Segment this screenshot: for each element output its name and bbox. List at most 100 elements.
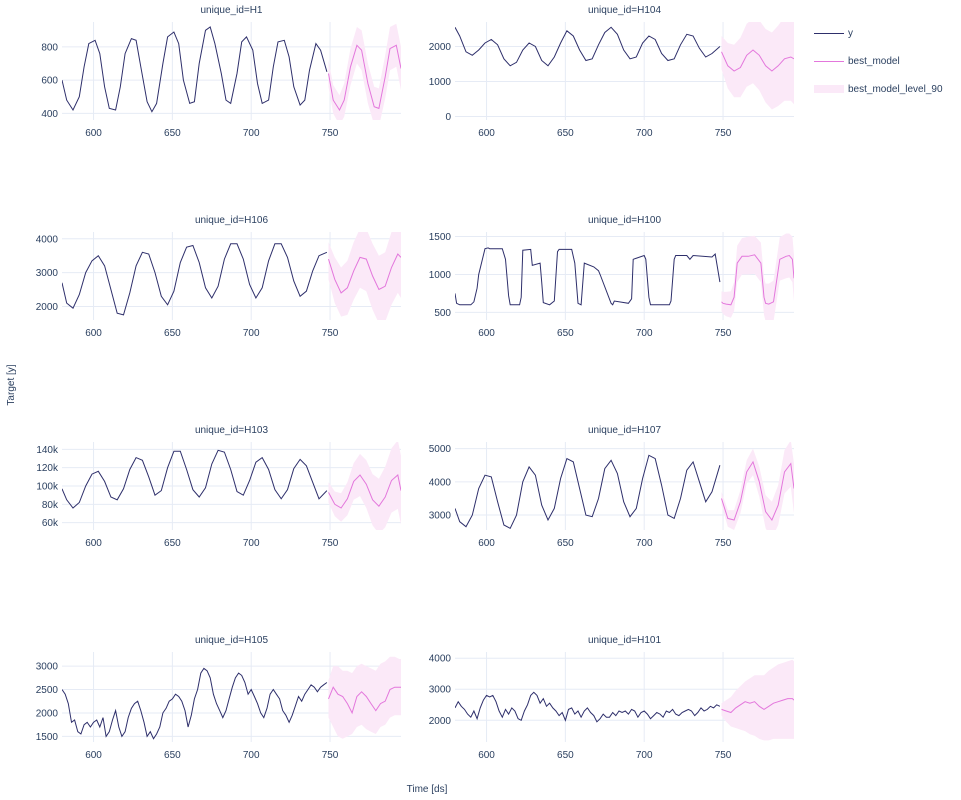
y-tick-label: 3000 [36, 268, 59, 279]
legend: y best_model best_model_level_90 [810, 22, 960, 106]
x-tick-label: 750 [715, 128, 732, 139]
x-tick-label: 600 [85, 128, 102, 139]
y-tick-label: 120k [36, 463, 59, 474]
x-tick-label: 600 [85, 538, 102, 549]
x-tick-label: 650 [164, 328, 181, 339]
x-tick-label: 700 [243, 538, 260, 549]
series-best-model-level-90-band [721, 233, 794, 320]
x-tick-label: 650 [557, 328, 574, 339]
series-y-line [455, 691, 721, 723]
panel-H103: unique_id=H103 600 650 700 750 60k 80k 100k 120k… [36, 425, 401, 549]
y-tick-label: 500 [434, 308, 451, 319]
panel-title: unique_id=H107 [588, 425, 662, 436]
x-tick-label: 750 [322, 328, 339, 339]
series-best-model-level-90-band [721, 659, 794, 741]
y-tick-label: 1000 [429, 270, 452, 281]
x-tick-label: 700 [636, 538, 653, 549]
x-tick-label: 650 [557, 128, 574, 139]
series-best-model-level-90-band [721, 22, 794, 110]
x-tick-label: 700 [243, 750, 260, 761]
y-tick-label: 2500 [36, 685, 59, 696]
x-tick-label: 700 [636, 328, 653, 339]
y-tick-label: 4000 [429, 654, 452, 665]
x-tick-label: 700 [636, 750, 653, 761]
legend-swatch-band [814, 85, 844, 93]
series-best-model-line [721, 49, 794, 72]
legend-item-y[interactable]: y [810, 22, 960, 50]
y-tick-label: 3000 [429, 685, 452, 696]
x-tick-label: 700 [636, 128, 653, 139]
legend-label-best-model: best_model [848, 56, 900, 67]
y-tick-label: 800 [41, 42, 58, 53]
panel-title: unique_id=H1 [201, 5, 263, 16]
y-tick-label: 4000 [36, 234, 59, 245]
panel-title: unique_id=H103 [195, 425, 269, 436]
legend-swatch-best-model [814, 61, 844, 62]
series-y-line [62, 449, 328, 509]
y-tick-label: 3000 [36, 662, 59, 673]
x-tick-label: 700 [243, 328, 260, 339]
x-tick-label: 650 [164, 750, 181, 761]
x-tick-label: 600 [478, 128, 495, 139]
legend-item-best-model[interactable]: best_model [810, 50, 960, 78]
panel-H107: unique_id=H107 600 650 700 750 3000 4000 5000 [429, 425, 794, 549]
x-axis-title: Time [ds] [407, 784, 448, 795]
series-y-line [62, 667, 328, 740]
y-tick-label: 80k [42, 500, 59, 511]
panel-H104: unique_id=H104 600 650 700 750 0 1000 2000 [429, 5, 794, 139]
series-best-model-level-90-band [328, 442, 401, 530]
y-tick-label: 140k [36, 445, 59, 456]
series-best-model-level-90-band [328, 232, 401, 320]
x-tick-label: 650 [164, 128, 181, 139]
series-best-model-level-90-band [721, 442, 794, 530]
y-tick-label: 2000 [429, 42, 452, 53]
x-tick-label: 600 [85, 750, 102, 761]
series-y-line [455, 454, 721, 529]
y-tick-label: 2000 [36, 302, 59, 313]
y-tick-label: 0 [445, 112, 451, 123]
series-y-line [455, 26, 721, 67]
y-tick-label: 100k [36, 482, 59, 493]
panel-H106: unique_id=H106 600 650 700 750 2000 3000 4000 [36, 215, 401, 339]
panel-H105: unique_id=H105 600 650 700 750 1500 2000 2500 30… [36, 635, 401, 761]
x-tick-label: 650 [164, 538, 181, 549]
y-tick-label: 600 [41, 76, 58, 87]
legend-label-y: y [848, 28, 853, 39]
panel-H100: unique_id=H100 600 650 700 750 500 1000 1500 [429, 215, 794, 339]
x-tick-label: 750 [715, 328, 732, 339]
y-axis-title: Target [y] [6, 364, 17, 405]
series-y-line [455, 247, 721, 306]
panel-title: unique_id=H105 [195, 635, 269, 646]
legend-item-best-model-level-90[interactable]: best_model_level_90 [810, 78, 960, 106]
y-tick-label: 2000 [36, 708, 59, 719]
x-tick-label: 750 [322, 128, 339, 139]
legend-swatch-y [814, 33, 844, 34]
x-tick-label: 600 [85, 328, 102, 339]
legend-label-band: best_model_level_90 [848, 84, 943, 95]
panel-title: unique_id=H101 [588, 635, 662, 646]
series-best-model-line [721, 460, 794, 521]
y-tick-label: 400 [41, 109, 58, 120]
panel-title: unique_id=H100 [588, 215, 662, 226]
y-tick-label: 4000 [429, 477, 452, 488]
x-tick-label: 700 [243, 128, 260, 139]
series-best-model-level-90-band [328, 23, 401, 120]
series-best-model-line [721, 698, 794, 714]
x-tick-label: 750 [715, 750, 732, 761]
x-tick-label: 650 [557, 538, 574, 549]
series-best-model-line [328, 44, 401, 112]
series-y-line [62, 243, 328, 316]
x-tick-label: 750 [322, 750, 339, 761]
x-tick-label: 600 [478, 750, 495, 761]
series-best-model-line [721, 254, 794, 306]
x-tick-label: 750 [715, 538, 732, 549]
y-tick-label: 1500 [429, 232, 452, 243]
series-best-model-line [328, 253, 401, 294]
panel-title: unique_id=H106 [195, 215, 269, 226]
x-tick-label: 750 [322, 538, 339, 549]
x-tick-label: 650 [557, 750, 574, 761]
panel-title: unique_id=H104 [588, 5, 662, 16]
series-best-model-line [328, 474, 401, 509]
y-tick-label: 3000 [429, 511, 452, 522]
